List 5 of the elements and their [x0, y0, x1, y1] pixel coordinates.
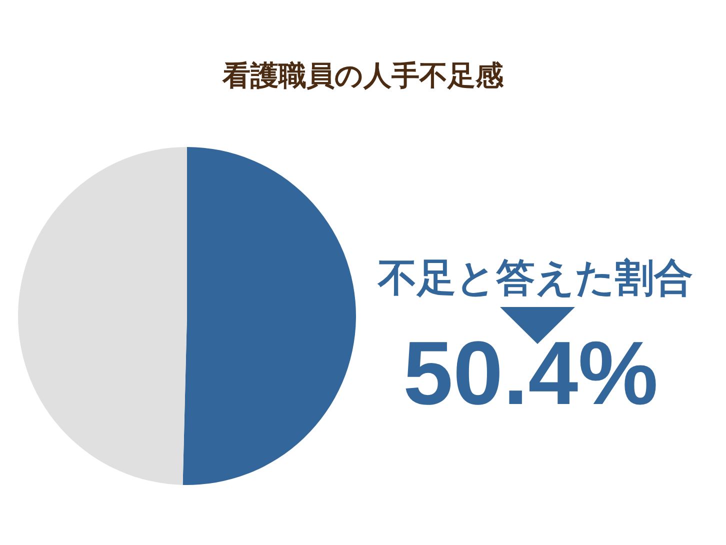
slice-label: 不足と答えた割合	[377, 256, 693, 301]
pie-slice	[182, 147, 356, 485]
chart-title: 看護職員の人手不足感	[222, 58, 504, 92]
pie-slice	[18, 147, 187, 485]
data-label: 50.4%	[403, 324, 658, 424]
